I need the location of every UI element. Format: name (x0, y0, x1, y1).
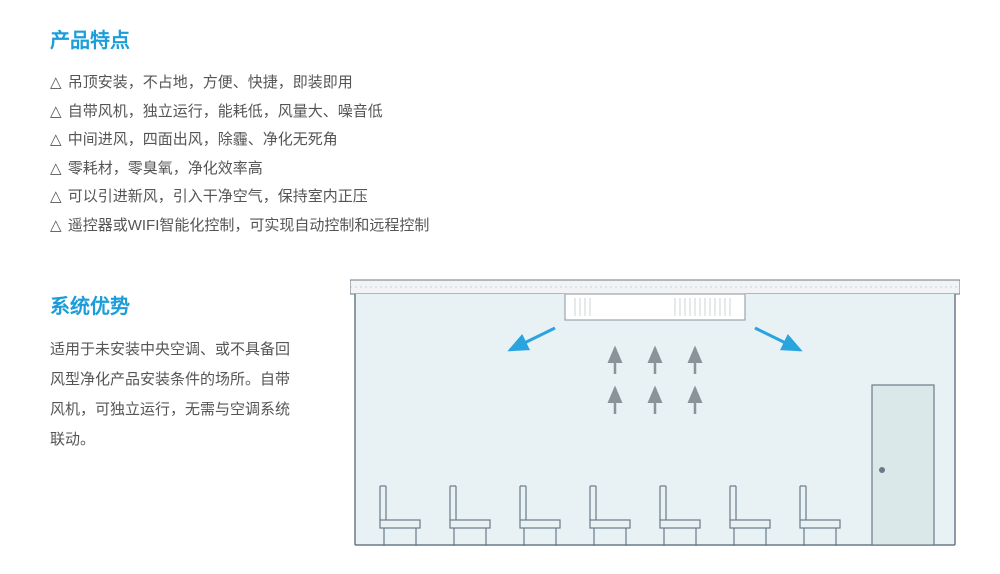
advantages-title: 系统优势 (50, 290, 300, 319)
features-title: 产品特点 (50, 24, 650, 53)
product-features-section: 产品特点 吊顶安装，不占地，方便、快捷，即装即用 自带风机，独立运行，能耗低，风… (50, 24, 650, 240)
feature-item: 可以引进新风，引入干净空气，保持室内正压 (50, 183, 650, 212)
feature-item: 中间进风，四面出风，除霾、净化无死角 (50, 126, 650, 155)
system-advantages-section: 系统优势 适用于未安装中央空调、或不具备回风型净化产品安装条件的场所。自带风机，… (50, 290, 300, 455)
features-list: 吊顶安装，不占地，方便、快捷，即装即用 自带风机，独立运行，能耗低，风量大、噪音… (50, 69, 650, 240)
feature-item: 自带风机，独立运行，能耗低，风量大、噪音低 (50, 98, 650, 127)
feature-item: 遥控器或WIFI智能化控制，可实现自动控制和远程控制 (50, 212, 650, 241)
feature-item: 零耗材，零臭氧，净化效率高 (50, 155, 650, 184)
room-diagram (350, 260, 960, 560)
feature-item: 吊顶安装，不占地，方便、快捷，即装即用 (50, 69, 650, 98)
advantages-text: 适用于未安装中央空调、或不具备回风型净化产品安装条件的场所。自带风机，可独立运行… (50, 335, 300, 455)
room-diagram-svg (350, 260, 960, 560)
